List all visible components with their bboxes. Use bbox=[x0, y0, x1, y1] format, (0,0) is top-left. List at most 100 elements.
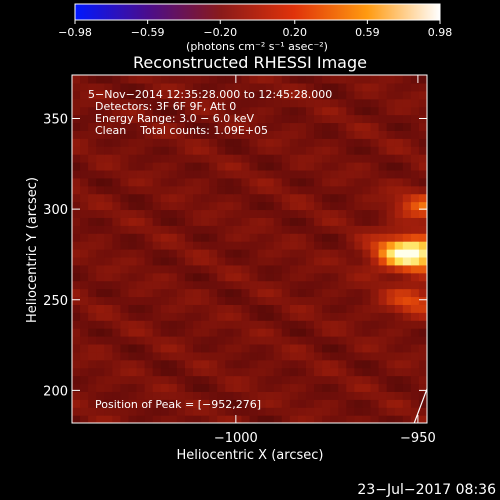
heatmap-cell bbox=[160, 280, 170, 290]
heatmap-cell bbox=[168, 146, 178, 155]
heatmap-cell bbox=[370, 98, 380, 108]
heatmap-cell bbox=[96, 114, 105, 124]
heatmap-cell bbox=[354, 193, 364, 203]
heatmap-cell bbox=[193, 407, 202, 416]
heatmap-cell bbox=[184, 98, 194, 108]
heatmap-cell bbox=[346, 154, 355, 163]
heatmap-cell bbox=[305, 399, 315, 408]
heatmap-cell bbox=[152, 343, 162, 353]
heatmap-cell bbox=[370, 154, 380, 163]
heatmap-cell bbox=[305, 75, 315, 84]
heatmap-cell bbox=[257, 98, 267, 108]
heatmap-cell bbox=[112, 106, 122, 116]
heatmap-cell bbox=[80, 138, 89, 147]
heatmap-cell bbox=[80, 351, 89, 361]
heatmap-cell bbox=[249, 296, 259, 305]
heatmap-cell bbox=[112, 146, 122, 155]
heatmap-cell bbox=[160, 249, 170, 258]
heatmap-cell bbox=[322, 249, 331, 258]
heatmap-cell bbox=[128, 98, 138, 108]
heatmap-cell bbox=[88, 399, 97, 408]
heatmap-cell bbox=[136, 241, 146, 250]
heatmap-cell bbox=[338, 130, 347, 139]
heatmap-cell bbox=[80, 256, 89, 266]
heatmap-cell bbox=[265, 98, 275, 108]
heatmap-cell bbox=[168, 343, 178, 353]
heatmap-cell bbox=[225, 162, 234, 171]
heatmap-cell bbox=[88, 122, 97, 131]
heatmap-cell bbox=[249, 288, 259, 298]
heatmap-cell bbox=[330, 272, 339, 282]
heatmap-cell bbox=[225, 367, 234, 377]
heatmap-cell bbox=[112, 359, 122, 369]
heatmap-cell bbox=[217, 122, 226, 131]
heatmap-cell bbox=[233, 359, 243, 369]
heatmap-cell bbox=[370, 225, 380, 234]
heatmap-cell bbox=[281, 288, 291, 298]
heatmap-cell bbox=[322, 138, 331, 147]
heatmap-cell bbox=[88, 304, 97, 313]
heatmap-cell bbox=[184, 272, 194, 282]
heatmap-cell bbox=[362, 130, 372, 139]
heatmap-cell bbox=[144, 367, 154, 377]
heatmap-cell bbox=[265, 272, 275, 282]
heatmap-cell bbox=[378, 359, 388, 369]
annotation-detectors: Detectors: 3F 6F 9F, Att 0 bbox=[95, 100, 236, 113]
heatmap-cell bbox=[281, 217, 291, 226]
heatmap-cell bbox=[88, 256, 97, 266]
heatmap-cell bbox=[128, 162, 138, 171]
heatmap-cell bbox=[144, 146, 154, 155]
heatmap-cell bbox=[265, 399, 275, 408]
heatmap-cell bbox=[225, 146, 234, 155]
heatmap-cell bbox=[394, 122, 404, 131]
heatmap-cell bbox=[209, 154, 218, 163]
heatmap-cell bbox=[265, 106, 275, 116]
heatmap-cell bbox=[136, 320, 146, 329]
heatmap-cell bbox=[241, 328, 251, 337]
heatmap-cell bbox=[217, 336, 226, 345]
heatmap-cell bbox=[249, 154, 259, 163]
heatmap-cell bbox=[378, 256, 388, 266]
heatmap-cell bbox=[128, 320, 138, 329]
heatmap-cell bbox=[386, 225, 396, 234]
heatmap-cell bbox=[168, 359, 178, 369]
heatmap-cell bbox=[378, 415, 388, 423]
heatmap-cell bbox=[378, 122, 388, 131]
heatmap-cell bbox=[370, 288, 380, 298]
heatmap-cell bbox=[176, 154, 186, 163]
heatmap-cell bbox=[305, 312, 315, 321]
heatmap-cell bbox=[136, 233, 146, 242]
heatmap-cell bbox=[193, 256, 202, 266]
heatmap-cell bbox=[257, 130, 267, 139]
heatmap-cell bbox=[112, 296, 122, 305]
heatmap-cell bbox=[305, 415, 315, 423]
heatmap-cell bbox=[160, 82, 170, 92]
heatmap-cell bbox=[410, 343, 420, 353]
heatmap-cell bbox=[305, 296, 315, 305]
heatmap-cell bbox=[418, 233, 427, 242]
heatmap-cell bbox=[80, 391, 89, 400]
heatmap-cell bbox=[314, 209, 323, 218]
heatmap-cell bbox=[322, 201, 331, 211]
heatmap-cell bbox=[209, 177, 218, 187]
heatmap-cell bbox=[88, 225, 97, 234]
heatmap-cell bbox=[193, 343, 202, 353]
heatmap-cell bbox=[386, 177, 396, 187]
heatmap-cell bbox=[184, 130, 194, 139]
heatmap-cell bbox=[386, 106, 396, 116]
heatmap-cell bbox=[209, 162, 218, 171]
heatmap-cell bbox=[418, 336, 427, 345]
heatmap-cell bbox=[394, 256, 404, 266]
heatmap-cell bbox=[338, 225, 347, 234]
heatmap-cell bbox=[160, 169, 170, 179]
heatmap-cell bbox=[410, 399, 420, 408]
heatmap-cell bbox=[128, 351, 138, 361]
heatmap-cell bbox=[297, 201, 307, 211]
heatmap-cell bbox=[289, 90, 299, 100]
heatmap-cell bbox=[346, 75, 355, 84]
heatmap-cell bbox=[233, 296, 243, 305]
heatmap-cell bbox=[168, 249, 178, 258]
heatmap-cell bbox=[184, 312, 194, 321]
heatmap-cell bbox=[184, 383, 194, 392]
heatmap-cell bbox=[314, 375, 323, 385]
